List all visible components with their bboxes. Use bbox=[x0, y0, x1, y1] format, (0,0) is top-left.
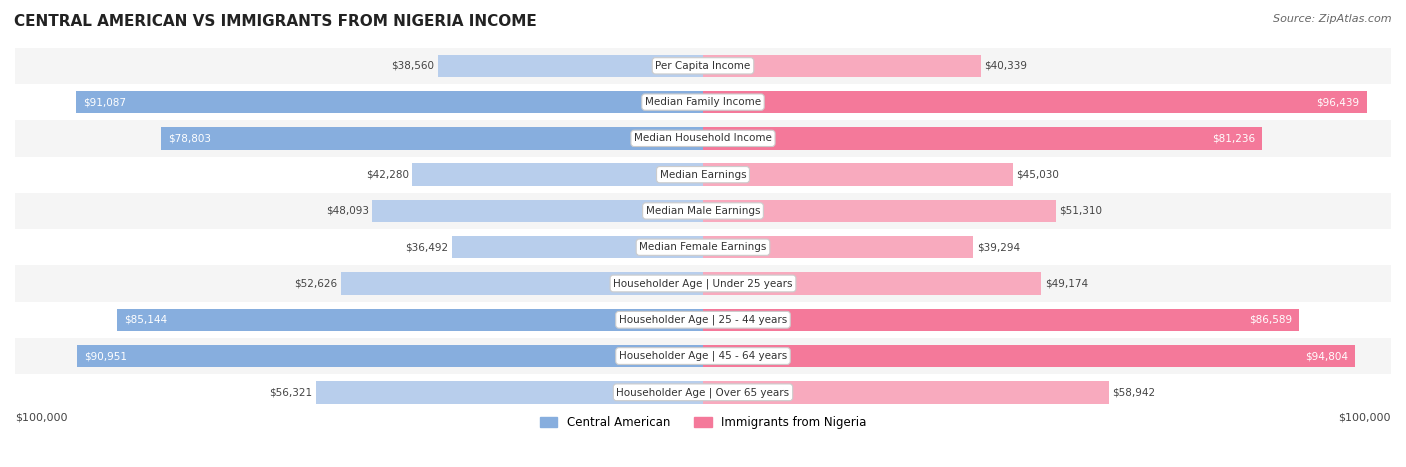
Text: $52,626: $52,626 bbox=[294, 278, 337, 289]
Text: $100,000: $100,000 bbox=[15, 412, 67, 422]
Text: $49,174: $49,174 bbox=[1045, 278, 1088, 289]
Bar bbox=[451, 236, 703, 258]
Bar bbox=[15, 265, 1391, 302]
Bar bbox=[340, 272, 703, 295]
Bar bbox=[703, 163, 1012, 186]
Bar bbox=[77, 345, 703, 367]
Text: $90,951: $90,951 bbox=[84, 351, 127, 361]
Bar bbox=[703, 272, 1042, 295]
Text: $40,339: $40,339 bbox=[984, 61, 1026, 71]
Text: Householder Age | 25 - 44 years: Householder Age | 25 - 44 years bbox=[619, 314, 787, 325]
Bar bbox=[160, 127, 703, 149]
Text: $36,492: $36,492 bbox=[405, 242, 449, 252]
Text: $85,144: $85,144 bbox=[124, 315, 167, 325]
Bar bbox=[15, 338, 1391, 374]
Bar bbox=[15, 302, 1391, 338]
Bar bbox=[15, 84, 1391, 120]
Text: Median Male Earnings: Median Male Earnings bbox=[645, 206, 761, 216]
Bar bbox=[703, 236, 973, 258]
Bar bbox=[703, 345, 1355, 367]
Text: Median Female Earnings: Median Female Earnings bbox=[640, 242, 766, 252]
Text: Householder Age | Over 65 years: Householder Age | Over 65 years bbox=[616, 387, 790, 397]
Bar bbox=[412, 163, 703, 186]
Text: Median Household Income: Median Household Income bbox=[634, 134, 772, 143]
Bar bbox=[15, 120, 1391, 156]
Bar bbox=[76, 91, 703, 113]
Text: $51,310: $51,310 bbox=[1060, 206, 1102, 216]
Text: $56,321: $56,321 bbox=[269, 387, 312, 397]
Bar bbox=[117, 309, 703, 331]
Bar bbox=[703, 55, 980, 77]
Text: $81,236: $81,236 bbox=[1212, 134, 1256, 143]
Text: CENTRAL AMERICAN VS IMMIGRANTS FROM NIGERIA INCOME: CENTRAL AMERICAN VS IMMIGRANTS FROM NIGE… bbox=[14, 14, 537, 29]
Bar bbox=[15, 156, 1391, 193]
Text: $48,093: $48,093 bbox=[326, 206, 368, 216]
Bar bbox=[373, 200, 703, 222]
Bar bbox=[703, 127, 1263, 149]
Legend: Central American, Immigrants from Nigeria: Central American, Immigrants from Nigeri… bbox=[534, 411, 872, 433]
Text: Source: ZipAtlas.com: Source: ZipAtlas.com bbox=[1274, 14, 1392, 24]
Text: $100,000: $100,000 bbox=[1339, 412, 1391, 422]
Bar bbox=[15, 374, 1391, 410]
Bar bbox=[703, 200, 1056, 222]
Text: $96,439: $96,439 bbox=[1316, 97, 1360, 107]
Text: $38,560: $38,560 bbox=[391, 61, 434, 71]
Text: Householder Age | 45 - 64 years: Householder Age | 45 - 64 years bbox=[619, 351, 787, 361]
Text: $91,087: $91,087 bbox=[83, 97, 127, 107]
Bar bbox=[703, 381, 1108, 403]
Text: $94,804: $94,804 bbox=[1305, 351, 1348, 361]
Bar bbox=[315, 381, 703, 403]
Bar bbox=[15, 193, 1391, 229]
Text: $42,280: $42,280 bbox=[366, 170, 409, 180]
Text: Householder Age | Under 25 years: Householder Age | Under 25 years bbox=[613, 278, 793, 289]
Bar bbox=[437, 55, 703, 77]
Text: Median Family Income: Median Family Income bbox=[645, 97, 761, 107]
Bar bbox=[703, 309, 1299, 331]
Bar bbox=[15, 48, 1391, 84]
Bar bbox=[703, 91, 1367, 113]
Text: Median Earnings: Median Earnings bbox=[659, 170, 747, 180]
Text: $86,589: $86,589 bbox=[1249, 315, 1292, 325]
Text: $78,803: $78,803 bbox=[167, 134, 211, 143]
Text: $39,294: $39,294 bbox=[977, 242, 1019, 252]
Text: Per Capita Income: Per Capita Income bbox=[655, 61, 751, 71]
Bar bbox=[15, 229, 1391, 265]
Text: $45,030: $45,030 bbox=[1017, 170, 1059, 180]
Text: $58,942: $58,942 bbox=[1112, 387, 1156, 397]
